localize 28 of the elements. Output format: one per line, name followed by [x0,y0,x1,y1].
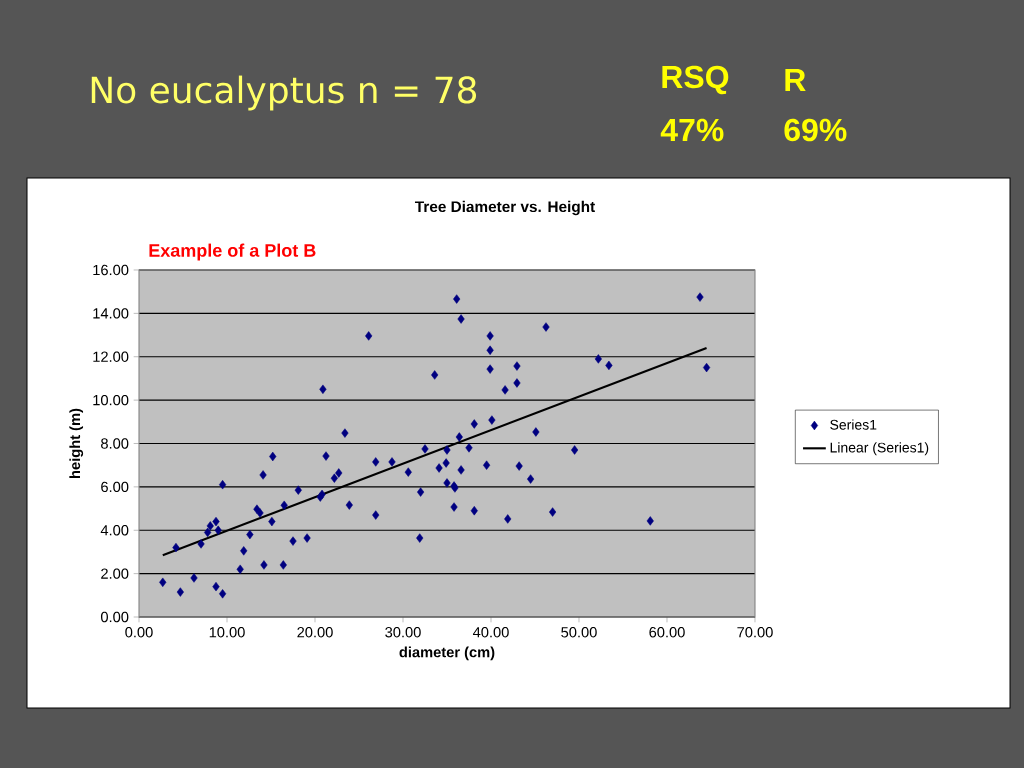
y-tick-label: 10.00 [93,394,129,406]
text: R [785,68,806,91]
y-tick-label: 16.00 [93,264,129,276]
x-tick-label: 30.00 [385,627,421,638]
y-axis-title: height (m) [69,408,84,478]
x-tick-label: 50.00 [561,627,597,638]
y-tick-label: 2.00 [101,568,129,579]
x-axis-title: diameter (cm) [399,646,495,661]
legend-label: Series1 [830,419,877,430]
text: No eucalyptus n = 78 [91,75,477,111]
x-tick-label: 20.00 [297,627,333,638]
x-tick-label: 70.00 [737,627,773,638]
text: 47% [660,118,724,142]
y-tick-label: 12.00 [93,351,129,362]
x-tick-label: 10.00 [209,627,245,638]
y-tick-label: 0.00 [100,611,129,623]
x-tick-label: 40.00 [472,627,509,638]
legend-label: Linear (Series1) [830,442,929,456]
x-tick-label: 0.00 [125,627,153,638]
y-tick-label: 8.00 [101,438,129,449]
text: RSQ [662,65,729,95]
text: Example of a Plot B [149,243,316,261]
chart-title: Tree Diameter vs. Height [414,200,595,216]
x-tick-label: 60.00 [649,627,685,638]
text: 69% [784,118,847,142]
y-tick-label: 4.00 [100,525,129,536]
y-tick-label: 6.00 [101,481,129,493]
y-tick-label: 14.00 [93,308,129,319]
